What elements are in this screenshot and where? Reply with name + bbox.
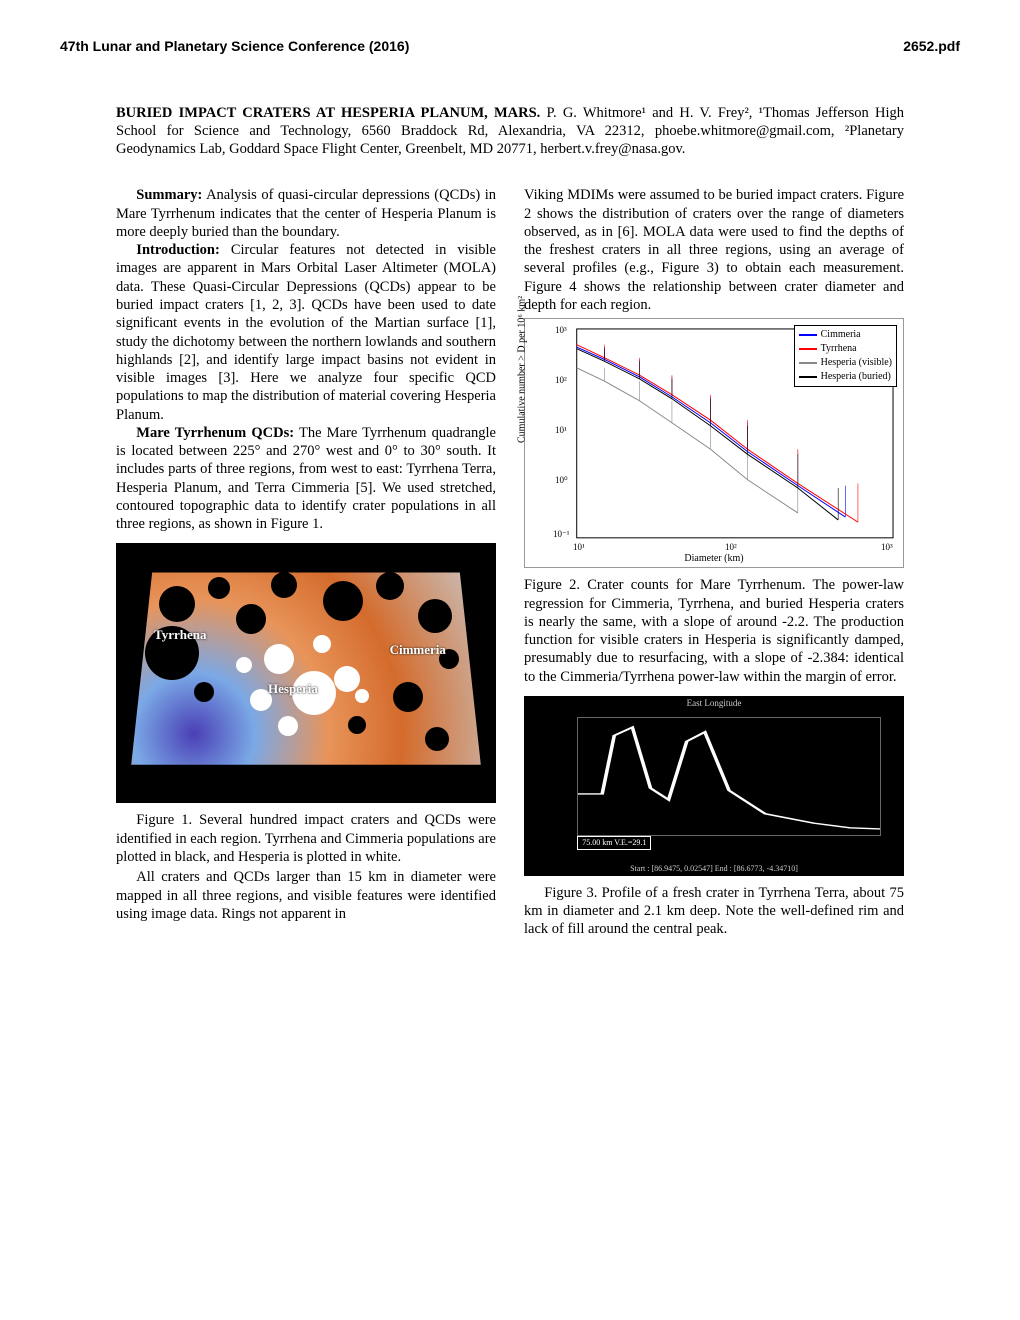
doc-id: 2652.pdf xyxy=(903,38,960,56)
legend-item: Tyrrhena xyxy=(799,342,892,356)
paper-title: BURIED IMPACT CRATERS AT HESPERIA PLANUM… xyxy=(116,105,540,121)
conference-name: 47th Lunar and Planetary Science Confere… xyxy=(60,38,409,56)
legend-item: Hesperia (visible) xyxy=(799,356,892,370)
figure-1-image: Tyrrhena Hesperia Cimmeria xyxy=(116,543,496,803)
mare-paragraph: Mare Tyrrhenum QCDs: The Mare Tyrrhenum … xyxy=(116,424,496,534)
ytick: 10⁰ xyxy=(555,475,568,486)
page-header: 47th Lunar and Planetary Science Confere… xyxy=(60,38,960,56)
figure-3-title: East Longitude xyxy=(524,698,904,709)
figure-1-caption: Figure 1. Several hundred impact craters… xyxy=(116,811,496,866)
figure-2-ylabel: Cumulative number > D per 10⁶ km² xyxy=(517,296,530,443)
figure-2-caption: Figure 2. Crater counts for Mare Tyrrhen… xyxy=(524,576,904,686)
figure-2-legend: Cimmeria Tyrrhena Hesperia (visible) Hes… xyxy=(794,325,897,387)
legend-item: Cimmeria xyxy=(799,328,892,342)
introduction-paragraph: Introduction: Circular features not dete… xyxy=(116,241,496,424)
figure-3-plot xyxy=(577,717,881,836)
xtick: 10³ xyxy=(881,542,893,553)
post-figure-1-paragraph: All craters and QCDs larger than 15 km i… xyxy=(116,868,496,923)
right-column: Viking MDIMs were assumed to be buried i… xyxy=(524,186,904,938)
legend-item: Hesperia (buried) xyxy=(799,370,892,384)
summary-paragraph: Summary: Analysis of quasi-circular depr… xyxy=(116,186,496,241)
figure-1-label-cimmeria: Cimmeria xyxy=(390,642,446,658)
title-block: BURIED IMPACT CRATERS AT HESPERIA PLANUM… xyxy=(116,104,904,159)
figure-2: 10³ 10² 10¹ 10⁰ 10⁻¹ 10¹ 10² 10³ Cumulat… xyxy=(524,318,904,686)
summary-heading: Summary: xyxy=(136,187,202,203)
ytick: 10⁻¹ xyxy=(553,529,569,540)
introduction-text: Circular features not detected in visibl… xyxy=(116,242,496,422)
ytick: 10³ xyxy=(555,325,567,336)
figure-3-image: East Longitude 75.00 km V.E.=29.1 Start … xyxy=(524,696,904,876)
figure-3-footer: Start : [86.9475, 0.02547] End : [86.677… xyxy=(524,864,904,874)
figure-2-chart: 10³ 10² 10¹ 10⁰ 10⁻¹ 10¹ 10² 10³ Cumulat… xyxy=(524,318,904,568)
introduction-heading: Introduction: xyxy=(136,242,220,258)
figure-3-svg xyxy=(578,718,880,835)
figure-1-label-hesperia: Hesperia xyxy=(268,681,318,697)
figure-3-scale: 75.00 km V.E.=29.1 xyxy=(577,836,651,850)
figure-1: Tyrrhena Hesperia Cimmeria Figure 1. Sev… xyxy=(116,543,496,866)
figure-2-xlabel: Diameter (km) xyxy=(684,553,743,566)
right-top-paragraph: Viking MDIMs were assumed to be buried i… xyxy=(524,186,904,314)
xtick: 10² xyxy=(725,542,737,553)
figure-3-caption: Figure 3. Profile of a fresh crater in T… xyxy=(524,884,904,939)
figure-1-label-tyrrhena: Tyrrhena xyxy=(154,627,206,643)
figure-3: East Longitude 75.00 km V.E.=29.1 Start … xyxy=(524,696,904,939)
two-column-body: Summary: Analysis of quasi-circular depr… xyxy=(116,186,904,938)
mare-heading: Mare Tyrrhenum QCDs: xyxy=(136,425,294,441)
ytick: 10² xyxy=(555,375,567,386)
ytick: 10¹ xyxy=(555,425,567,436)
figure-1-map xyxy=(131,559,481,783)
xtick: 10¹ xyxy=(573,542,585,553)
left-column: Summary: Analysis of quasi-circular depr… xyxy=(116,186,496,938)
